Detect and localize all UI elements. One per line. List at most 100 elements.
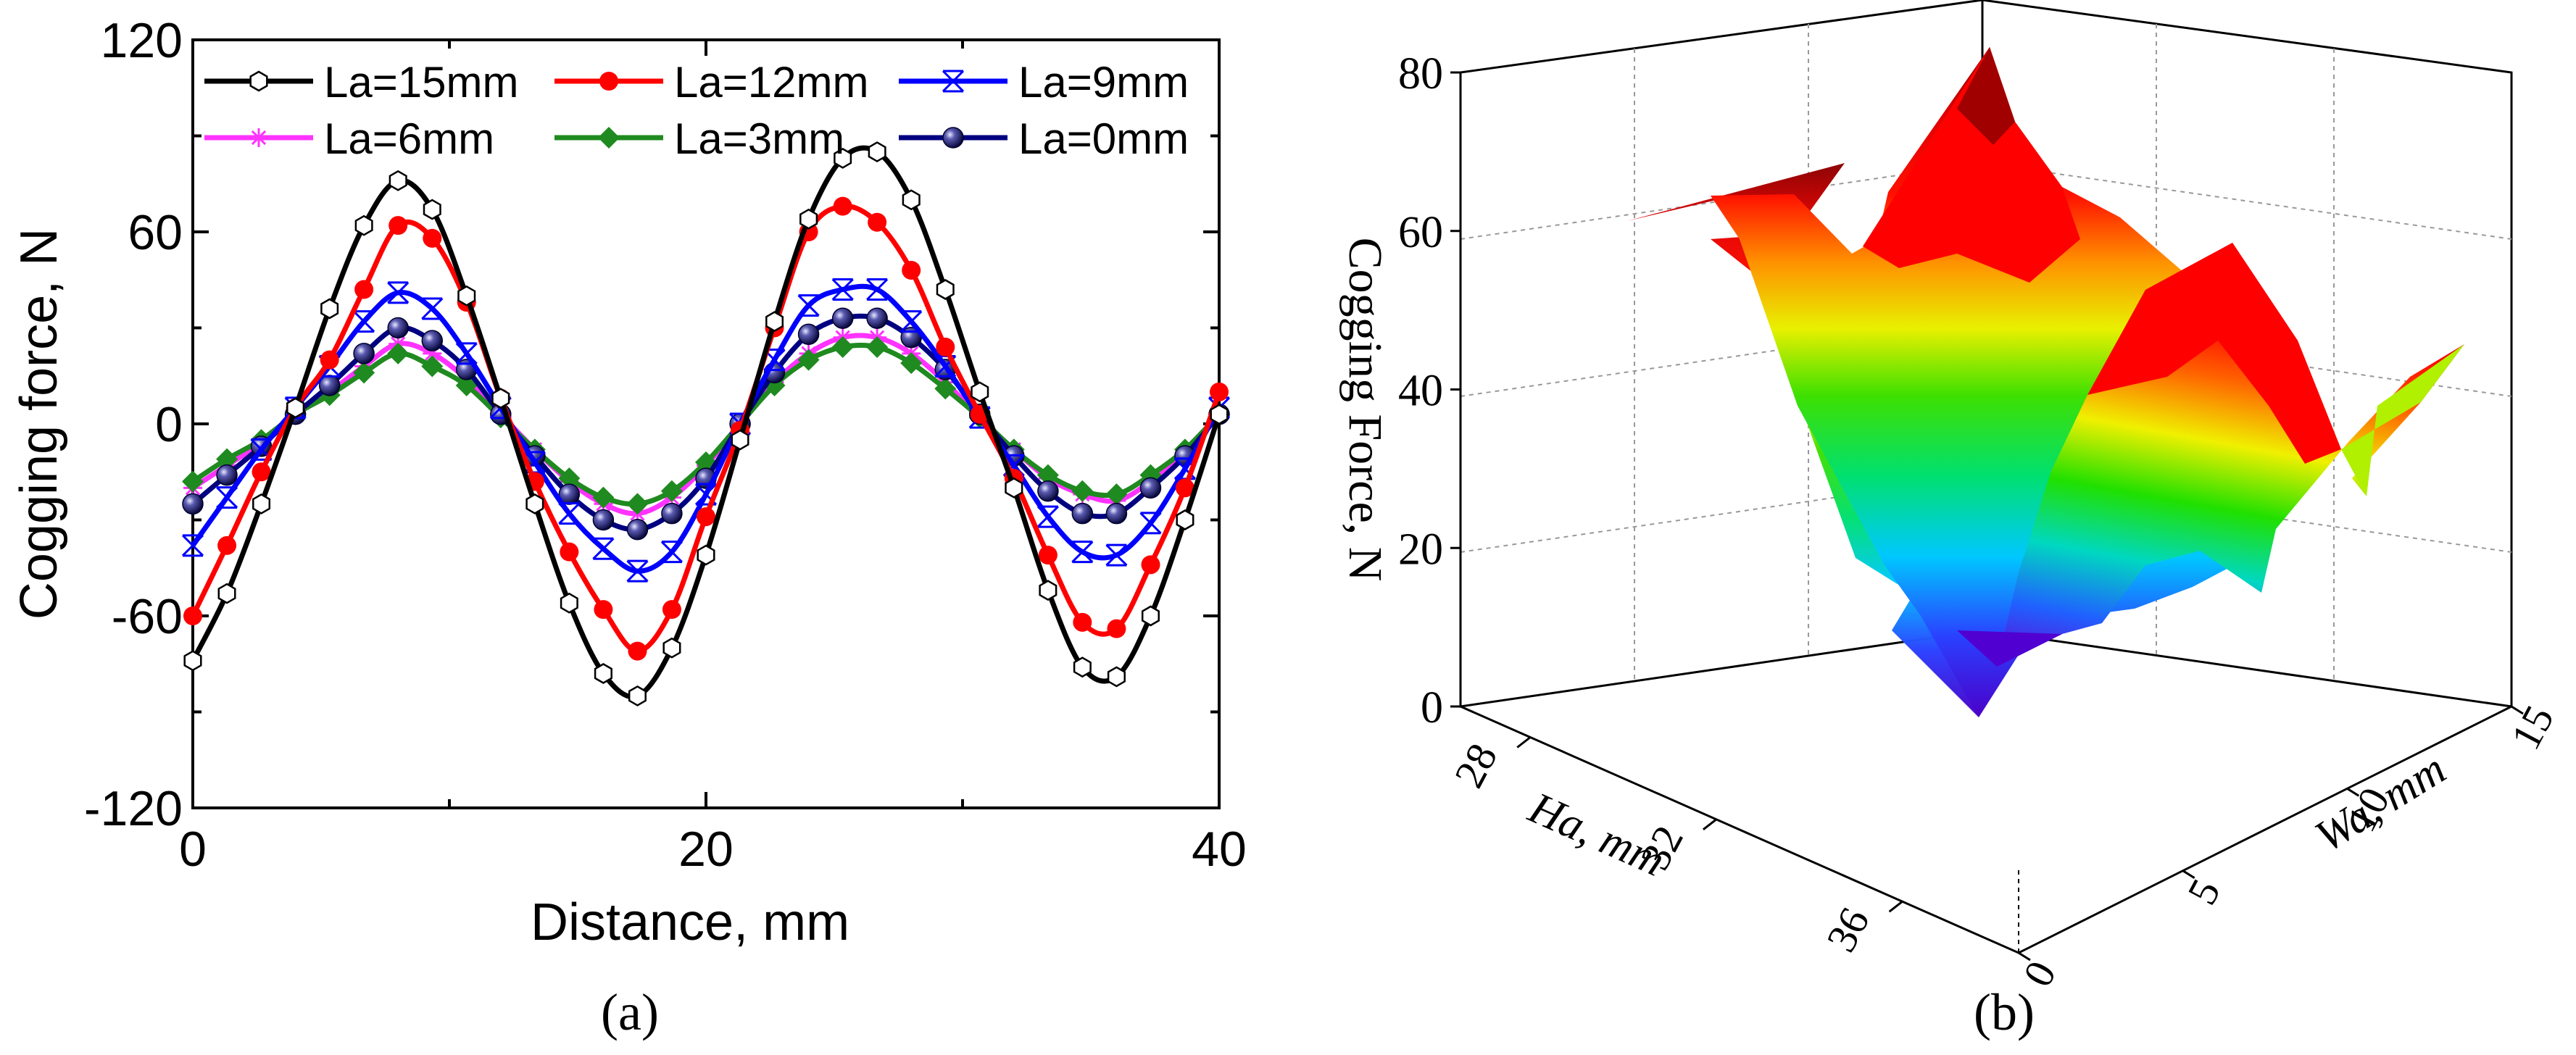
data-point: [592, 486, 615, 509]
data-point: [423, 228, 442, 248]
data-point: [389, 216, 408, 235]
data-point: [252, 462, 271, 482]
surface-plot: [1627, 47, 2464, 717]
data-point: [697, 507, 715, 527]
z-axis-label-b: Cogging Force, N: [1339, 238, 1392, 582]
data-point: [525, 493, 544, 514]
series-group-a: [181, 141, 1231, 706]
legend-label: La=6mm: [324, 114, 494, 163]
data-point: [1071, 480, 1094, 502]
data-point: [936, 279, 955, 300]
data-point: [626, 493, 649, 515]
series-line: [190, 145, 1222, 700]
data-point: [1005, 477, 1023, 499]
data-point: [1105, 483, 1128, 506]
data-point: [1107, 666, 1126, 688]
data-point: [626, 559, 649, 583]
x-tick-label: 40: [1192, 822, 1247, 877]
data-point: [560, 542, 579, 562]
data-point: [216, 448, 238, 470]
x-tick-label-b: 28: [1445, 735, 1507, 795]
legend-entry: La=6mm: [204, 114, 494, 163]
data-point: [1036, 464, 1059, 486]
data-point: [694, 483, 718, 506]
data-point: [1139, 512, 1162, 535]
data-point: [868, 141, 886, 163]
legend-marker: [249, 128, 268, 147]
x-tick-label: 0: [179, 822, 207, 877]
data-point: [831, 307, 854, 329]
data-point: [216, 464, 238, 486]
data-point: [423, 343, 442, 363]
data-point: [1002, 454, 1025, 477]
figure-label-b: (b): [1974, 983, 2035, 1041]
data-point: [423, 199, 441, 220]
data-point: [936, 338, 955, 356]
data-point: [868, 212, 887, 232]
surface-top-ridge: [1863, 47, 2080, 283]
data-point: [1141, 555, 1160, 575]
surface-right-tail: [2341, 344, 2464, 496]
data-point: [628, 685, 647, 706]
data-point: [250, 438, 273, 461]
data-point: [320, 350, 339, 370]
data-point: [731, 429, 749, 451]
y-tick-label: -60: [112, 589, 183, 644]
data-point: [763, 349, 786, 372]
data-point: [1037, 480, 1059, 502]
data-point: [353, 310, 375, 333]
data-point: [831, 336, 854, 358]
series-la-9mm: [181, 278, 1231, 583]
x-axis-label-b: Ha, mm: [1521, 783, 1672, 885]
data-point: [866, 278, 889, 301]
y-axis-label-b: Wa, mm: [2307, 744, 2455, 862]
data-point: [1073, 656, 1092, 678]
data-point: [1105, 543, 1128, 567]
data-point: [216, 486, 238, 509]
surface-left-wing: [1627, 163, 1979, 717]
z-tick-label: 60: [1398, 208, 1443, 257]
legend-marker: [249, 70, 268, 92]
data-point: [558, 467, 581, 490]
data-point: [797, 323, 820, 346]
data-point: [1175, 478, 1194, 498]
data-point: [797, 294, 820, 317]
data-point: [354, 280, 374, 299]
data-point: [457, 285, 476, 307]
data-point: [1071, 502, 1094, 525]
legend-marker: [942, 70, 965, 93]
data-point: [697, 544, 715, 566]
data-point: [626, 519, 649, 541]
data-point: [900, 310, 923, 333]
y-axis-label-a: Cogging force, N: [10, 228, 68, 620]
data-point: [387, 317, 409, 339]
surface-trough: [1957, 630, 2062, 667]
surface-peak: [1957, 47, 2015, 145]
data-point: [217, 535, 237, 555]
data-point: [866, 307, 888, 329]
legend-marker: [599, 72, 618, 91]
legend-a: La=15mm La=12mm La=9mm La=6mm La=3mm La=0mm: [204, 58, 1189, 163]
data-point: [661, 502, 683, 525]
legend-label: La=3mm: [674, 114, 844, 163]
data-point: [523, 451, 546, 474]
data-point: [900, 352, 923, 375]
data-point: [831, 278, 854, 301]
data-point: [387, 281, 410, 304]
x-axis-label-a: Distance, mm: [531, 893, 849, 951]
data-point: [182, 470, 204, 493]
figure-label-a-text: (a): [601, 983, 659, 1041]
data-point: [1073, 612, 1092, 632]
x-tick-mark-b: [1888, 900, 1903, 913]
data-point: [183, 650, 202, 672]
data-point: [217, 583, 236, 604]
data-point: [389, 170, 407, 191]
x-tick-mark-b: [1516, 736, 1532, 748]
data-point: [455, 375, 478, 396]
y-tick-label: 120: [101, 13, 183, 68]
data-point: [455, 342, 478, 365]
y-tick-mark-b: [2511, 705, 2524, 715]
data-point: [797, 349, 820, 371]
legend-label: La=0mm: [1018, 114, 1189, 163]
